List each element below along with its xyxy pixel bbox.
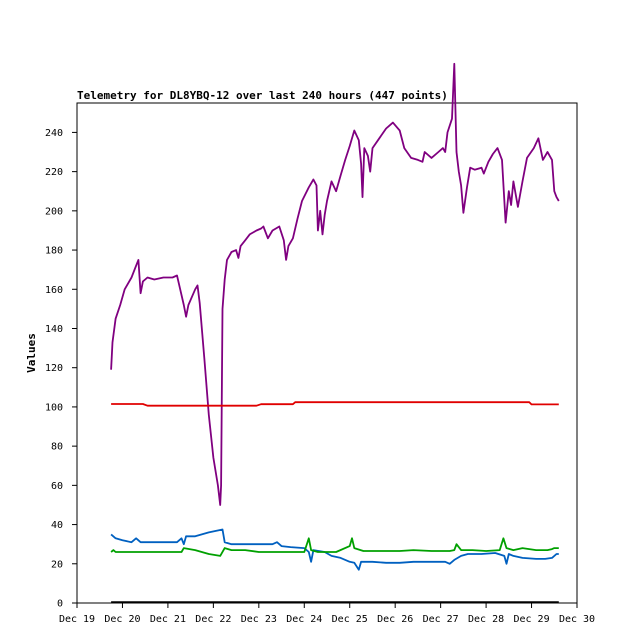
series-line: [110, 528, 559, 571]
x-tick-label: Dec 25: [332, 614, 368, 625]
y-tick-label: 120: [45, 363, 63, 374]
x-tick-label: Dec 30: [559, 614, 595, 625]
x-tick-label: Dec 22: [195, 614, 231, 625]
x-tick-label: Dec 29: [513, 614, 549, 625]
x-tick-label: Dec 21: [150, 614, 186, 625]
x-tick-label: Dec 26: [377, 614, 413, 625]
y-tick-label: 100: [45, 402, 63, 413]
series-line: [111, 401, 559, 407]
y-axis-label: Values: [25, 333, 38, 373]
y-tick-label: 240: [45, 128, 63, 139]
y-tick-label: 60: [51, 481, 63, 492]
x-tick-label: Dec 20: [104, 614, 140, 625]
y-tick-label: 160: [45, 285, 63, 296]
y-tick-label: 140: [45, 324, 63, 335]
y-tick-label: 220: [45, 167, 63, 178]
x-tick-label: Dec 23: [241, 614, 277, 625]
y-tick-label: 40: [51, 520, 63, 531]
series-line: [110, 537, 559, 557]
x-tick-label: Dec 24: [286, 614, 322, 625]
y-tick-label: 0: [57, 599, 63, 610]
plot-frame: [76, 102, 578, 604]
y-tick-label: 180: [45, 246, 63, 257]
y-tick-label: 200: [45, 206, 63, 217]
chart-title: Telemetry for DL8YBQ-12 over last 240 ho…: [77, 89, 448, 102]
x-axis: Dec 19 Dec 20 Dec 21 Dec 22 Dec 23 Dec 24 Dec …: [59, 603, 595, 625]
y-axis: 0 20 40 60 80 100 120 140 160 180 200 220 240: [45, 128, 77, 610]
series-layer: [110, 62, 560, 604]
x-tick-label: Dec 19: [59, 614, 95, 625]
series-line: [110, 62, 560, 506]
x-tick-label: Dec 28: [468, 614, 504, 625]
y-tick-label: 80: [51, 442, 63, 453]
y-tick-label: 20: [51, 559, 63, 570]
x-tick-label: Dec 27: [423, 614, 459, 625]
